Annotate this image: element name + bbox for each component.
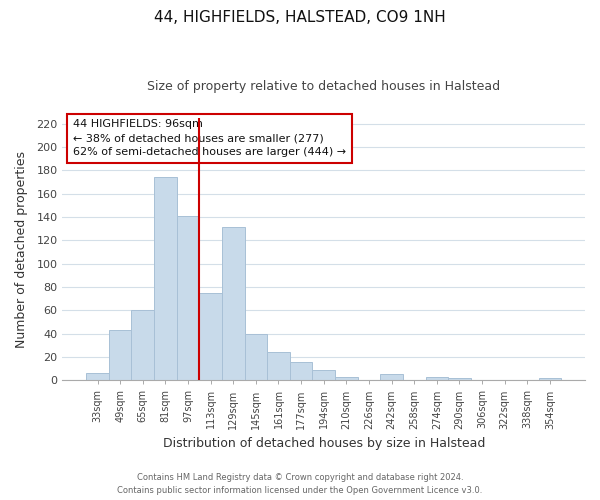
- Bar: [199, 293, 222, 380]
- Bar: [109, 330, 131, 380]
- Bar: [425, 377, 448, 380]
- Bar: [335, 377, 358, 380]
- Text: 44, HIGHFIELDS, HALSTEAD, CO9 1NH: 44, HIGHFIELDS, HALSTEAD, CO9 1NH: [154, 10, 446, 25]
- Bar: [267, 352, 290, 380]
- Bar: [448, 378, 471, 380]
- Bar: [245, 334, 267, 380]
- Y-axis label: Number of detached properties: Number of detached properties: [15, 150, 28, 348]
- Bar: [131, 310, 154, 380]
- Title: Size of property relative to detached houses in Halstead: Size of property relative to detached ho…: [147, 80, 500, 93]
- Text: Contains HM Land Registry data © Crown copyright and database right 2024.
Contai: Contains HM Land Registry data © Crown c…: [118, 474, 482, 495]
- X-axis label: Distribution of detached houses by size in Halstead: Distribution of detached houses by size …: [163, 437, 485, 450]
- Bar: [222, 228, 245, 380]
- Bar: [176, 216, 199, 380]
- Bar: [86, 374, 109, 380]
- Bar: [154, 178, 176, 380]
- Text: 44 HIGHFIELDS: 96sqm
← 38% of detached houses are smaller (277)
62% of semi-deta: 44 HIGHFIELDS: 96sqm ← 38% of detached h…: [73, 119, 346, 157]
- Bar: [539, 378, 561, 380]
- Bar: [380, 374, 403, 380]
- Bar: [313, 370, 335, 380]
- Bar: [290, 362, 313, 380]
